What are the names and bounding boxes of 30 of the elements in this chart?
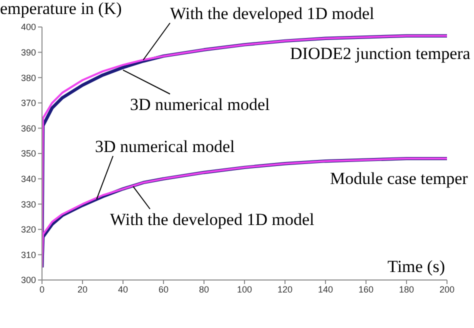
x-tick-label: 100 [236,284,252,294]
y-tick-label: 370 [20,98,36,108]
x-tick-label: 20 [77,284,88,294]
y-axis-title: emperature in (K) [0,0,122,18]
x-axis-title: Time (s) [388,257,445,276]
y-tick-label: 390 [20,47,36,58]
x-tick-label: 80 [198,284,210,294]
x-tick-label: 180 [398,284,414,294]
y-tick-label: 350 [20,148,36,159]
annotation: 3D numerical model [95,137,236,156]
y-tick-label: 310 [20,250,36,260]
x-tick-label: 160 [358,284,374,294]
y-tick-label: 300 [20,275,36,286]
x-tick-label: 40 [118,284,128,294]
x-tick-label: 140 [318,284,334,294]
x-tick-label: 200 [439,284,455,294]
annotation: 3D numerical model [130,95,270,114]
y-tick-label: 360 [20,123,36,134]
annotation: With the developed 1D model [170,4,374,23]
x-tick-label: 0 [39,284,45,294]
x-tick-label: 60 [158,284,169,294]
annotation: With the developed 1D model [110,210,314,229]
y-tick-label: 380 [20,72,36,83]
y-tick-label: 400 [20,22,36,32]
annotation: Module case temper [330,169,468,188]
y-tick-label: 320 [20,224,36,235]
y-tick-label: 330 [20,199,36,210]
annotation: DIODE2 junction tempera [290,44,471,63]
y-tick-label: 340 [20,174,36,184]
x-tick-label: 120 [277,284,293,294]
